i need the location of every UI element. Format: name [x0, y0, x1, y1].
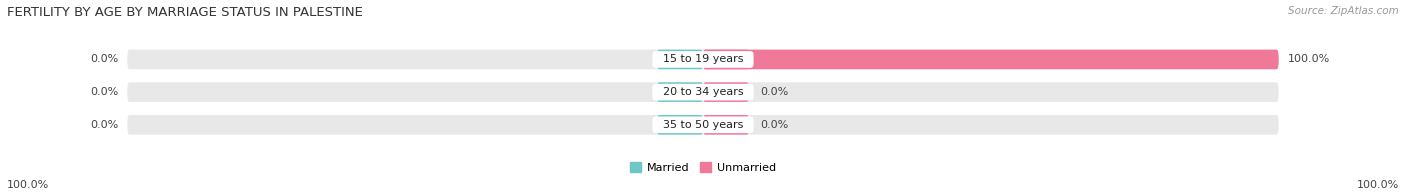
Text: 100.0%: 100.0%: [1357, 180, 1399, 190]
FancyBboxPatch shape: [703, 82, 749, 102]
Text: 20 to 34 years: 20 to 34 years: [655, 87, 751, 97]
Text: 15 to 19 years: 15 to 19 years: [655, 54, 751, 64]
FancyBboxPatch shape: [127, 82, 1279, 102]
FancyBboxPatch shape: [703, 115, 749, 135]
Text: 100.0%: 100.0%: [1288, 54, 1330, 64]
FancyBboxPatch shape: [703, 50, 749, 69]
Text: 0.0%: 0.0%: [90, 54, 118, 64]
Text: Source: ZipAtlas.com: Source: ZipAtlas.com: [1288, 6, 1399, 16]
FancyBboxPatch shape: [127, 115, 1279, 135]
FancyBboxPatch shape: [127, 50, 1279, 69]
Text: 100.0%: 100.0%: [7, 180, 49, 190]
FancyBboxPatch shape: [657, 50, 703, 69]
Text: 0.0%: 0.0%: [90, 87, 118, 97]
Text: 0.0%: 0.0%: [761, 120, 789, 130]
FancyBboxPatch shape: [657, 82, 703, 102]
Text: 0.0%: 0.0%: [761, 87, 789, 97]
Legend: Married, Unmarried: Married, Unmarried: [630, 162, 776, 173]
Text: FERTILITY BY AGE BY MARRIAGE STATUS IN PALESTINE: FERTILITY BY AGE BY MARRIAGE STATUS IN P…: [7, 6, 363, 19]
Text: 35 to 50 years: 35 to 50 years: [655, 120, 751, 130]
Text: 0.0%: 0.0%: [90, 120, 118, 130]
FancyBboxPatch shape: [703, 50, 1279, 69]
FancyBboxPatch shape: [657, 115, 703, 135]
